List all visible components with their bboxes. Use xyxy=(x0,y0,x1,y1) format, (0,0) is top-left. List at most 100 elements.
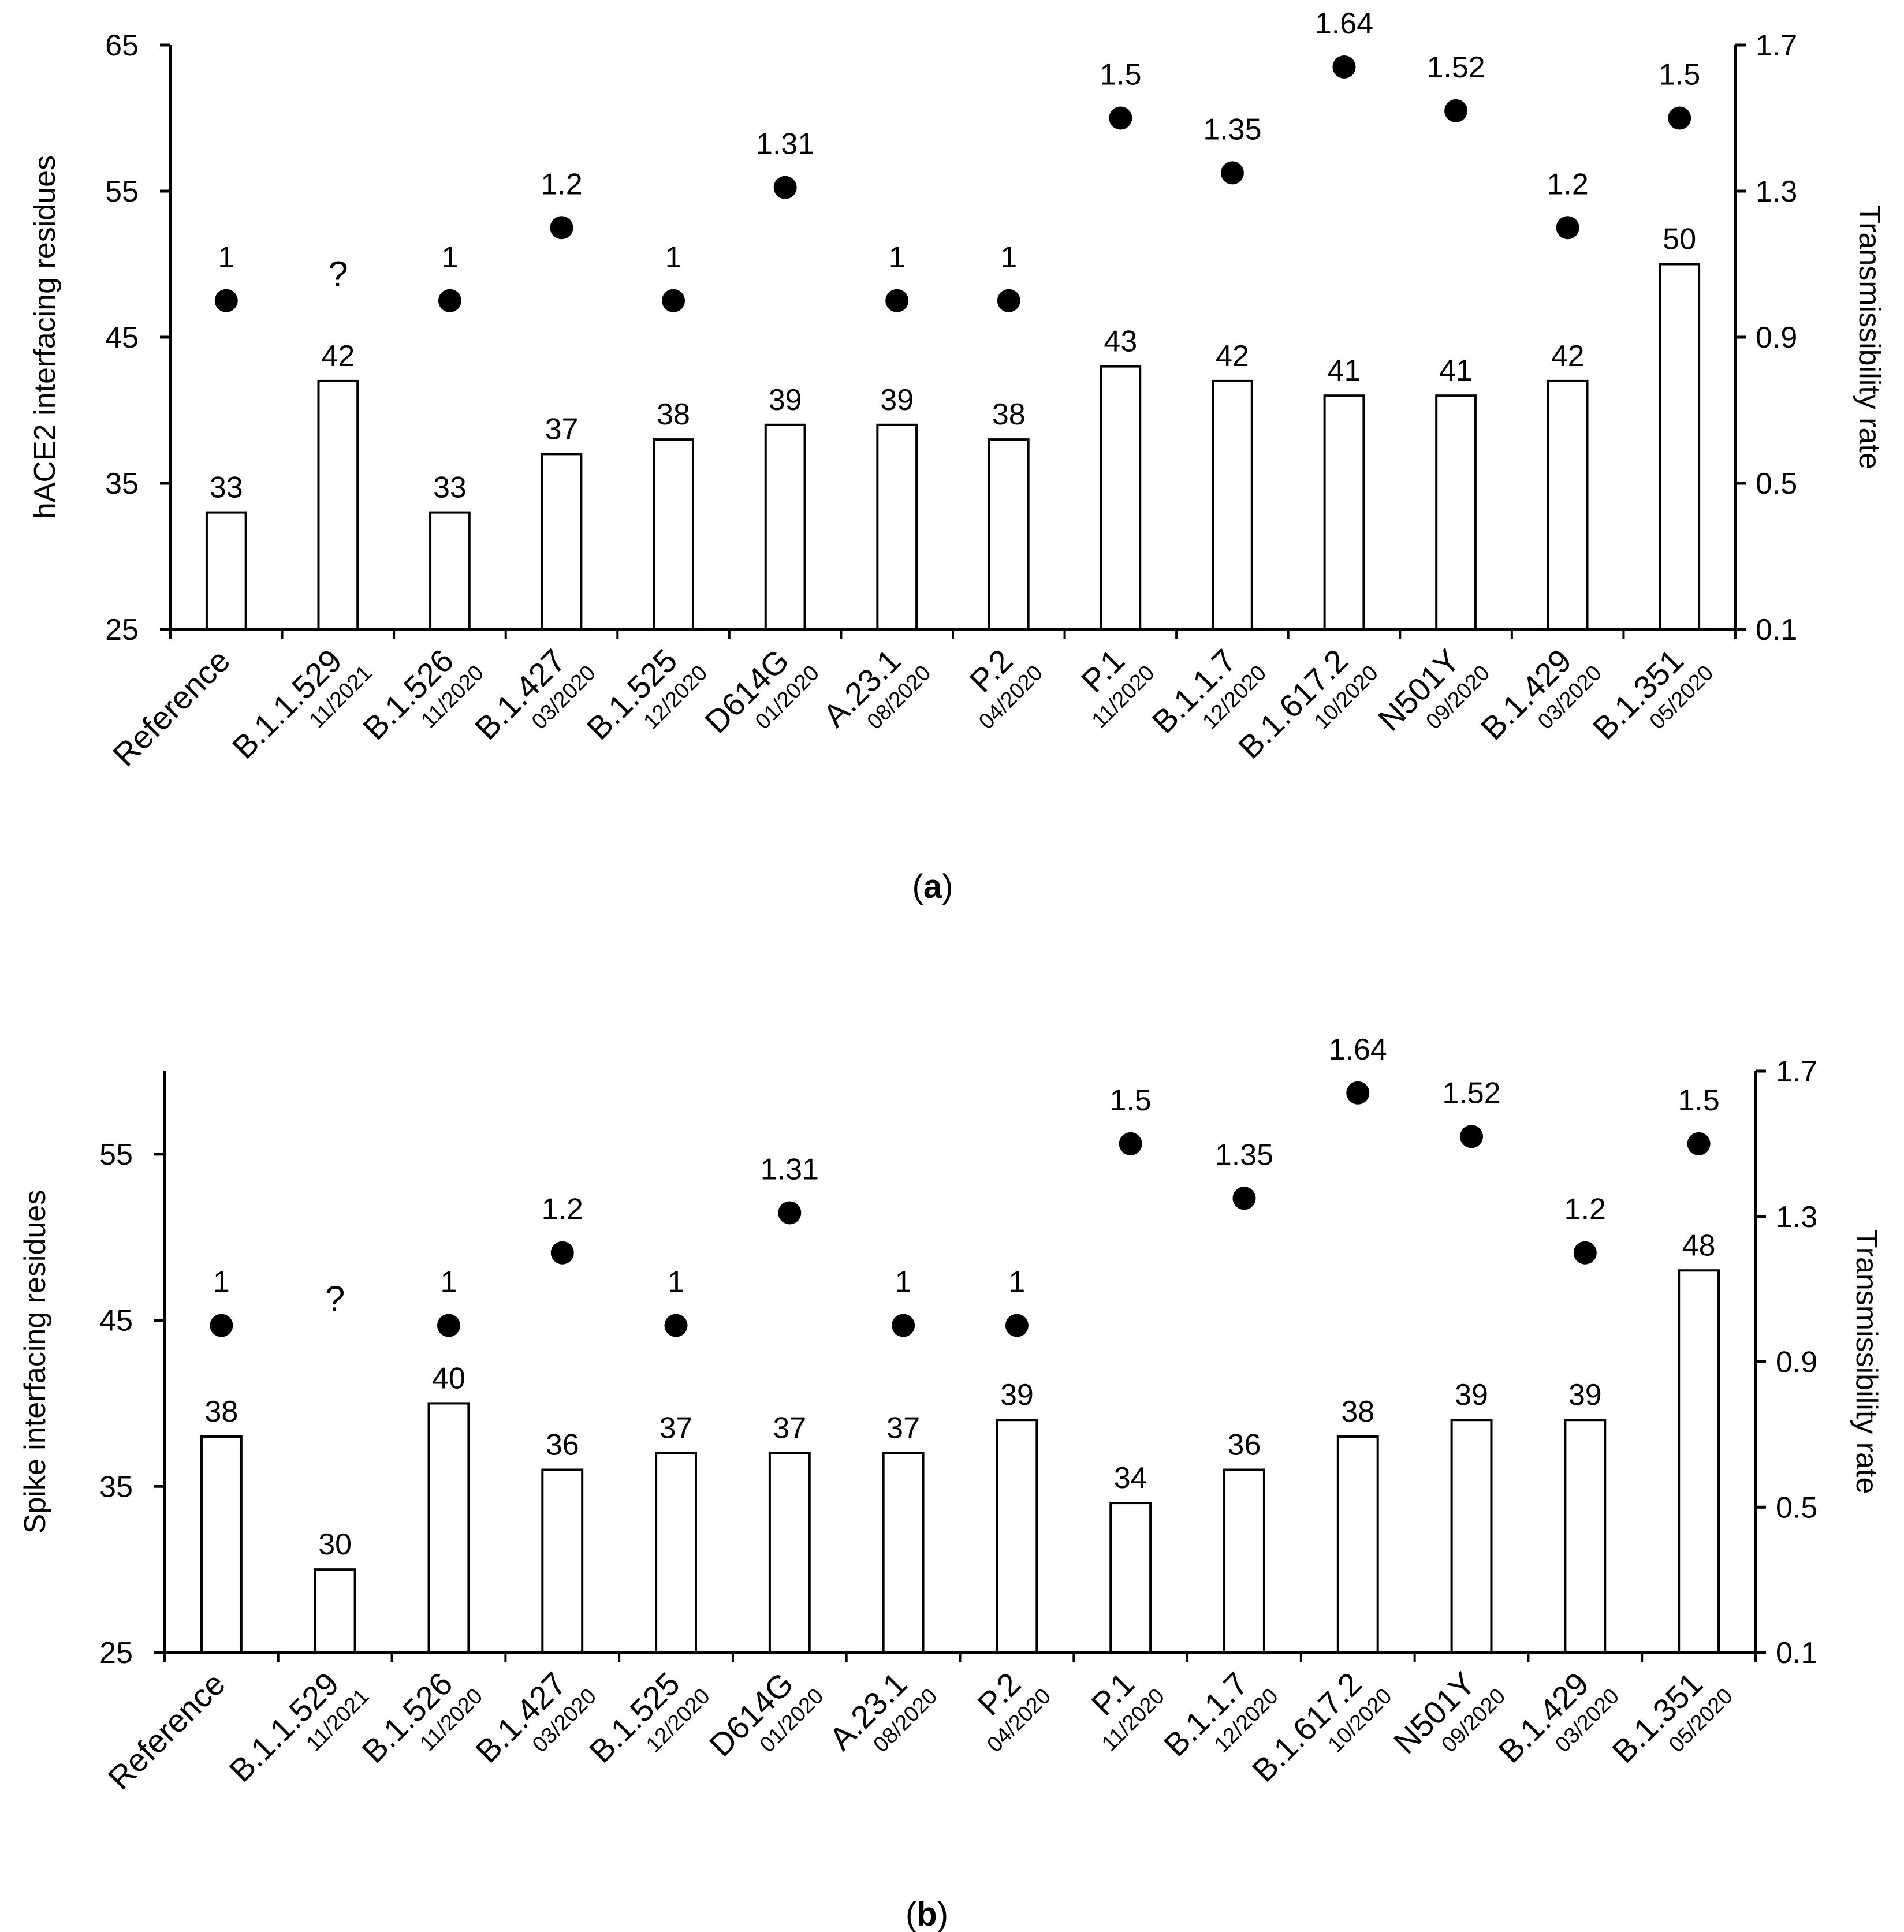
bar-value-label: 38 xyxy=(992,398,1026,431)
point-value-label: 1.64 xyxy=(1329,1033,1387,1066)
bar xyxy=(1323,394,1365,631)
point-value-label: 1.35 xyxy=(1215,1138,1273,1172)
bar-value-label: 37 xyxy=(773,1412,806,1445)
bar xyxy=(1212,379,1253,631)
transmissibility-point xyxy=(1220,161,1244,185)
transmissibility-point xyxy=(997,289,1020,312)
point-value-label: 1 xyxy=(213,1266,230,1299)
point-value-label: 1 xyxy=(665,241,682,274)
transmissibility-point xyxy=(1687,1132,1711,1155)
y-axis-title: Spike interfacing residues xyxy=(18,1190,52,1534)
point-value-label: 1 xyxy=(218,241,234,274)
bar xyxy=(541,1468,584,1654)
point-value-label: 1.31 xyxy=(761,1153,819,1186)
point-value-label: 1.2 xyxy=(1564,1193,1606,1226)
point-value-label: 1 xyxy=(441,241,458,274)
left-tick-label: 25 xyxy=(105,613,139,647)
bar-value-label: 42 xyxy=(321,340,355,373)
bar-value-label: 48 xyxy=(1682,1229,1716,1262)
transmissibility-point xyxy=(892,1314,915,1337)
bar-value-label: 38 xyxy=(204,1395,238,1429)
right-tick-label: 1.3 xyxy=(1776,1200,1817,1234)
point-value-label: 1.52 xyxy=(1426,51,1485,84)
right-tick-label: 0.9 xyxy=(1756,321,1797,355)
point-value-label: 1.2 xyxy=(542,1193,583,1226)
transmissibility-point xyxy=(214,289,238,312)
transmissibility-point xyxy=(664,1314,688,1337)
transmissibility-point xyxy=(1109,106,1132,130)
point-value-label: 1.64 xyxy=(1315,7,1373,40)
bar-value-label: 39 xyxy=(1568,1378,1602,1412)
bar-value-label: 43 xyxy=(1104,325,1137,359)
bar-value-label: 39 xyxy=(769,383,802,417)
point-value-label: ? xyxy=(328,255,348,294)
bar-value-label: 33 xyxy=(433,471,467,505)
bar-value-label: 33 xyxy=(210,471,243,505)
point-value-label: 1 xyxy=(895,1266,912,1299)
transmissibility-point xyxy=(1444,99,1468,122)
y-axis-title: hACE2 interfacing residues xyxy=(28,155,62,519)
bar xyxy=(988,438,1030,631)
right-tick-label: 1.7 xyxy=(1776,1055,1817,1088)
bar-value-label: 39 xyxy=(1455,1378,1488,1412)
right-tick-label: 1.3 xyxy=(1756,175,1797,208)
left-tick-label: 35 xyxy=(105,467,139,501)
right-tick-label: 0.5 xyxy=(1756,467,1797,501)
transmissibility-point xyxy=(1346,1081,1370,1105)
point-value-label: 1 xyxy=(1000,241,1017,274)
bar xyxy=(1564,1419,1607,1654)
bar xyxy=(317,379,359,631)
point-value-label: 1.2 xyxy=(1547,167,1588,201)
bar xyxy=(1659,263,1701,631)
left-tick-label: 25 xyxy=(99,1636,133,1670)
transmissibility-point xyxy=(1119,1132,1142,1155)
transmissibility-point xyxy=(885,289,909,312)
panel-caption-letter: b xyxy=(916,1896,937,1932)
bar xyxy=(427,1402,470,1654)
point-value-label: 1.35 xyxy=(1203,113,1261,146)
panel-caption-letter: a xyxy=(923,868,942,905)
bar-value-label: 30 xyxy=(318,1528,352,1561)
bar xyxy=(200,1435,243,1654)
bar-value-label: 36 xyxy=(1228,1429,1261,1462)
transmissibility-point xyxy=(773,176,797,199)
bar xyxy=(653,438,694,631)
left-tick-label: 35 xyxy=(99,1470,133,1504)
transmissibility-point xyxy=(1005,1314,1029,1337)
transmissibility-point xyxy=(1668,106,1691,130)
bar xyxy=(429,511,471,631)
bar-value-label: 42 xyxy=(1216,340,1249,373)
bar-value-label: 36 xyxy=(546,1429,579,1462)
point-value-label: 1.5 xyxy=(1659,58,1700,92)
point-value-label: 1 xyxy=(668,1266,684,1299)
bar xyxy=(882,1452,925,1654)
transmissibility-point xyxy=(1573,1241,1597,1265)
bar xyxy=(655,1452,697,1654)
transmissibility-point xyxy=(438,289,461,312)
point-value-label: ? xyxy=(325,1280,345,1319)
bar xyxy=(764,423,806,631)
bar-value-label: 37 xyxy=(886,1412,920,1445)
transmissibility-point xyxy=(550,1241,574,1265)
point-value-label: 1 xyxy=(1008,1266,1025,1299)
left-tick-label: 45 xyxy=(99,1304,133,1338)
bar-value-label: 37 xyxy=(659,1412,693,1445)
right-tick-label: 0.9 xyxy=(1776,1346,1817,1379)
bar-value-label: 38 xyxy=(1341,1395,1374,1429)
left-tick-label: 65 xyxy=(105,29,139,62)
bar xyxy=(1223,1468,1265,1654)
bar xyxy=(1100,365,1142,631)
point-value-label: 1.5 xyxy=(1100,58,1141,92)
y2-axis-title: Transmissibility rate xyxy=(1853,205,1886,469)
bar xyxy=(768,1452,811,1654)
transmissibility-point xyxy=(437,1314,460,1337)
right-tick-label: 1.7 xyxy=(1756,29,1797,62)
transmissibility-point xyxy=(550,216,573,240)
transmissibility-point xyxy=(1232,1187,1256,1210)
bar xyxy=(876,423,918,631)
bar xyxy=(1109,1502,1152,1654)
bar xyxy=(996,1419,1038,1654)
left-tick-label: 55 xyxy=(99,1138,133,1172)
transmissibility-point xyxy=(1332,55,1356,79)
